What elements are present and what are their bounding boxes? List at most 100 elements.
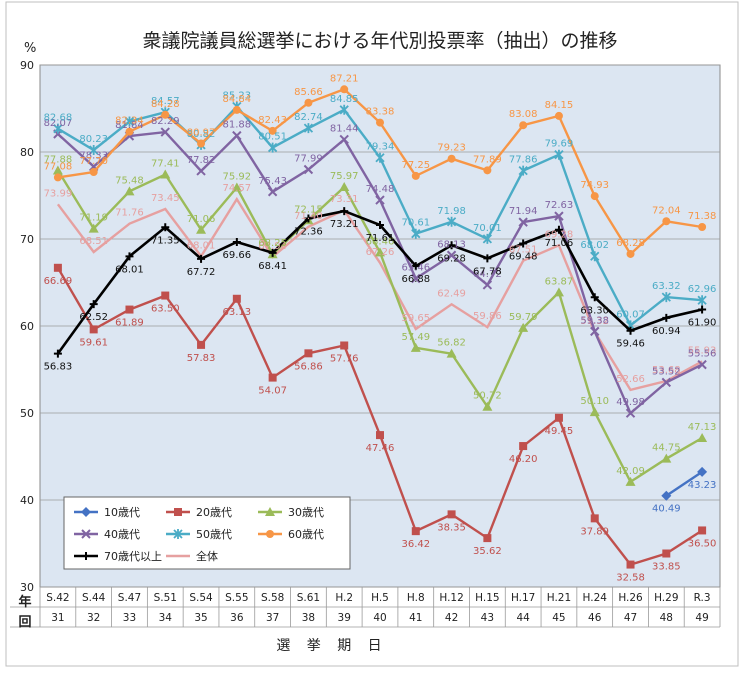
data-point-marker <box>590 251 600 262</box>
data-label: 37.89 <box>580 526 609 537</box>
data-label: 59.38 <box>580 315 609 326</box>
data-point-marker <box>698 526 707 535</box>
data-label: 61.90 <box>688 317 717 328</box>
data-point-marker <box>411 273 421 284</box>
x-tick-label: S.58 <box>261 592 284 604</box>
data-label: 44.75 <box>652 443 681 454</box>
data-label: 43.23 <box>688 480 717 491</box>
x-round-label: 37 <box>266 612 279 624</box>
data-label: 63.50 <box>151 304 180 315</box>
data-point-marker <box>197 254 206 263</box>
data-label: 59.86 <box>473 311 502 322</box>
data-point-marker <box>197 340 206 349</box>
legend-label: 10歳代 <box>104 506 140 519</box>
legend-box <box>63 496 351 570</box>
data-label: 79.69 <box>545 139 574 150</box>
data-point-marker <box>53 263 62 272</box>
data-label: 36.50 <box>688 538 717 549</box>
data-label: 82.34 <box>115 116 144 127</box>
data-label: 47.46 <box>366 443 395 454</box>
data-point-marker <box>340 207 349 216</box>
data-label: 68.13 <box>437 239 466 250</box>
data-point-marker <box>124 116 135 127</box>
data-point-marker <box>483 166 492 175</box>
data-point-marker <box>447 510 456 519</box>
legend-label: 50歳代 <box>196 528 232 541</box>
x-tick-label: H.29 <box>654 592 678 604</box>
x-tick-label: S.42 <box>46 592 69 604</box>
series-layer <box>52 85 708 569</box>
data-label: 50.72 <box>473 391 502 402</box>
data-point-marker <box>267 142 278 153</box>
legend-item: 40歳代 <box>74 528 140 541</box>
data-label: 82.07 <box>44 118 73 129</box>
data-point-marker <box>411 262 420 271</box>
data-label: 63.30 <box>580 305 609 316</box>
data-label: 59.46 <box>616 339 645 350</box>
data-label: 50.10 <box>580 396 609 407</box>
data-point-marker <box>160 127 170 137</box>
data-point-marker <box>662 313 671 322</box>
data-label: 47.13 <box>688 422 717 433</box>
data-label: 46.20 <box>509 454 538 465</box>
legend-label: 60歳代 <box>288 528 324 541</box>
data-label: 74.93 <box>580 180 609 191</box>
data-point-marker <box>268 373 277 382</box>
legend-item: 70歳代以上 <box>74 550 162 563</box>
data-point-marker <box>375 152 385 163</box>
data-label: 62.52 <box>79 312 108 323</box>
data-label: 75.48 <box>115 175 144 186</box>
x-tick-label: S.54 <box>189 592 213 604</box>
data-point-marker <box>340 341 349 350</box>
data-label: 72.04 <box>652 205 681 216</box>
data-point-marker <box>411 527 420 536</box>
data-point-marker <box>303 123 314 134</box>
data-label: 71.40 <box>294 211 323 222</box>
data-label: 68.02 <box>580 240 609 251</box>
x-round-label: 38 <box>302 612 315 624</box>
data-point-marker <box>519 121 528 130</box>
y-tick-label: 60 <box>20 320 34 333</box>
series-30歳代 <box>52 165 708 486</box>
data-label: 67.51 <box>509 245 538 256</box>
data-point-marker <box>53 349 62 358</box>
legend-item: 30歳代 <box>258 506 324 519</box>
data-point-marker <box>161 110 170 119</box>
data-point-marker <box>265 507 275 516</box>
data-point-marker <box>161 291 170 300</box>
legend-item: 全体 <box>166 549 218 563</box>
data-label: 74.57 <box>223 183 252 194</box>
data-label: 77.25 <box>401 160 430 171</box>
series-line <box>665 470 703 497</box>
data-label: 78.33 <box>79 151 108 162</box>
x-round-label: 36 <box>230 612 244 624</box>
x-tick-label: H.17 <box>511 592 535 604</box>
data-point-marker <box>518 217 528 227</box>
data-label: 69.28 <box>545 229 574 240</box>
x-tick-label: S.55 <box>225 592 248 604</box>
data-point-marker <box>232 237 241 246</box>
data-point-marker <box>661 453 672 463</box>
data-label: 80.23 <box>79 134 108 145</box>
data-point-marker <box>52 165 63 175</box>
data-point-marker <box>447 241 456 250</box>
data-label: 82.43 <box>258 115 287 126</box>
data-point-marker <box>196 166 206 176</box>
data-point-marker <box>482 280 493 290</box>
data-point-marker <box>482 233 493 244</box>
data-label: 71.06 <box>187 214 216 225</box>
x-round-label: 48 <box>660 612 673 624</box>
data-label: 55.56 <box>688 349 717 360</box>
data-point-marker <box>698 222 707 231</box>
data-point-marker <box>81 507 91 517</box>
x-round-label: 32 <box>87 612 100 624</box>
data-label: 83.38 <box>366 107 395 118</box>
data-label: 82.68 <box>44 113 73 124</box>
data-label: 81.84 <box>115 120 144 131</box>
data-label: 81.44 <box>330 123 359 134</box>
data-label: 68.28 <box>616 238 645 249</box>
legend-item: 20歳代 <box>166 506 232 519</box>
data-label: 77.41 <box>151 159 180 170</box>
y-tick-label: 80 <box>20 146 34 159</box>
